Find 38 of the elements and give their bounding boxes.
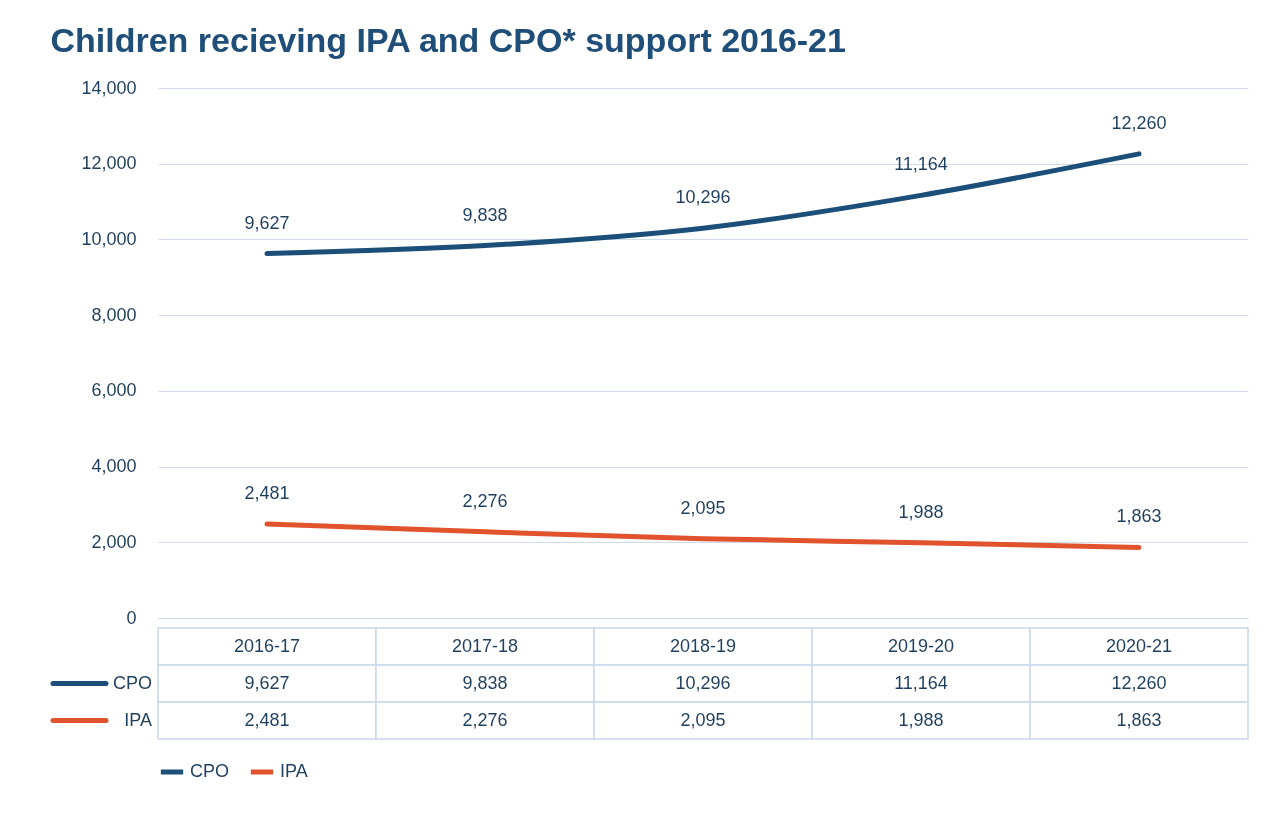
x-tick-label: 2019-20 <box>887 635 955 656</box>
y-tick-label: 10,000 <box>81 228 137 249</box>
text: 1,863 <box>1116 506 1162 527</box>
y-tick-label: 6,000 <box>91 380 137 401</box>
data-label: 11,164 <box>894 672 948 693</box>
text: 2,481 <box>244 483 290 504</box>
text: 1,988 <box>898 501 944 522</box>
data-label: 10,296 <box>675 672 731 693</box>
x-tick-label: 2017-18 <box>451 635 519 656</box>
text: 10,296 <box>675 187 731 208</box>
y-tick-label: 14,000 <box>81 77 137 98</box>
y-tick-label: 4,000 <box>91 456 137 477</box>
text: 9,838 <box>462 204 508 225</box>
chart-title: Children recieving IPA and CPO* support 2016-21 <box>50 21 846 59</box>
data-label: 9,627 <box>244 672 290 693</box>
data-label: 2,481 <box>244 709 290 730</box>
y-tick-label: 8,000 <box>91 304 137 325</box>
data-label: 1,863 <box>1116 709 1162 730</box>
text: 2,276 <box>462 490 508 511</box>
y-tick-label: 0 <box>126 607 137 628</box>
y-tick-label: 12,000 <box>81 153 137 174</box>
text: 12,260 <box>1111 112 1167 133</box>
text: 11,164 <box>894 154 948 175</box>
x-tick-label: 2016-17 <box>233 635 301 656</box>
data-label: 1,988 <box>898 709 944 730</box>
y-tick-label: 2,000 <box>91 531 137 552</box>
data-label: 12,260 <box>1111 672 1167 693</box>
data-label: 9,838 <box>462 672 508 693</box>
data-label: 2,095 <box>680 709 726 730</box>
data-label: 2,276 <box>462 709 508 730</box>
x-tick-label: 2018-19 <box>669 635 737 656</box>
legend-label: IPA <box>124 709 152 730</box>
text: 2,095 <box>680 497 726 518</box>
x-tick-label: 2020-21 <box>1105 635 1173 656</box>
text: CPO <box>190 761 230 781</box>
text: 9,627 <box>244 212 290 233</box>
legend-label: CPO <box>112 672 152 693</box>
text: IPA <box>280 761 308 781</box>
